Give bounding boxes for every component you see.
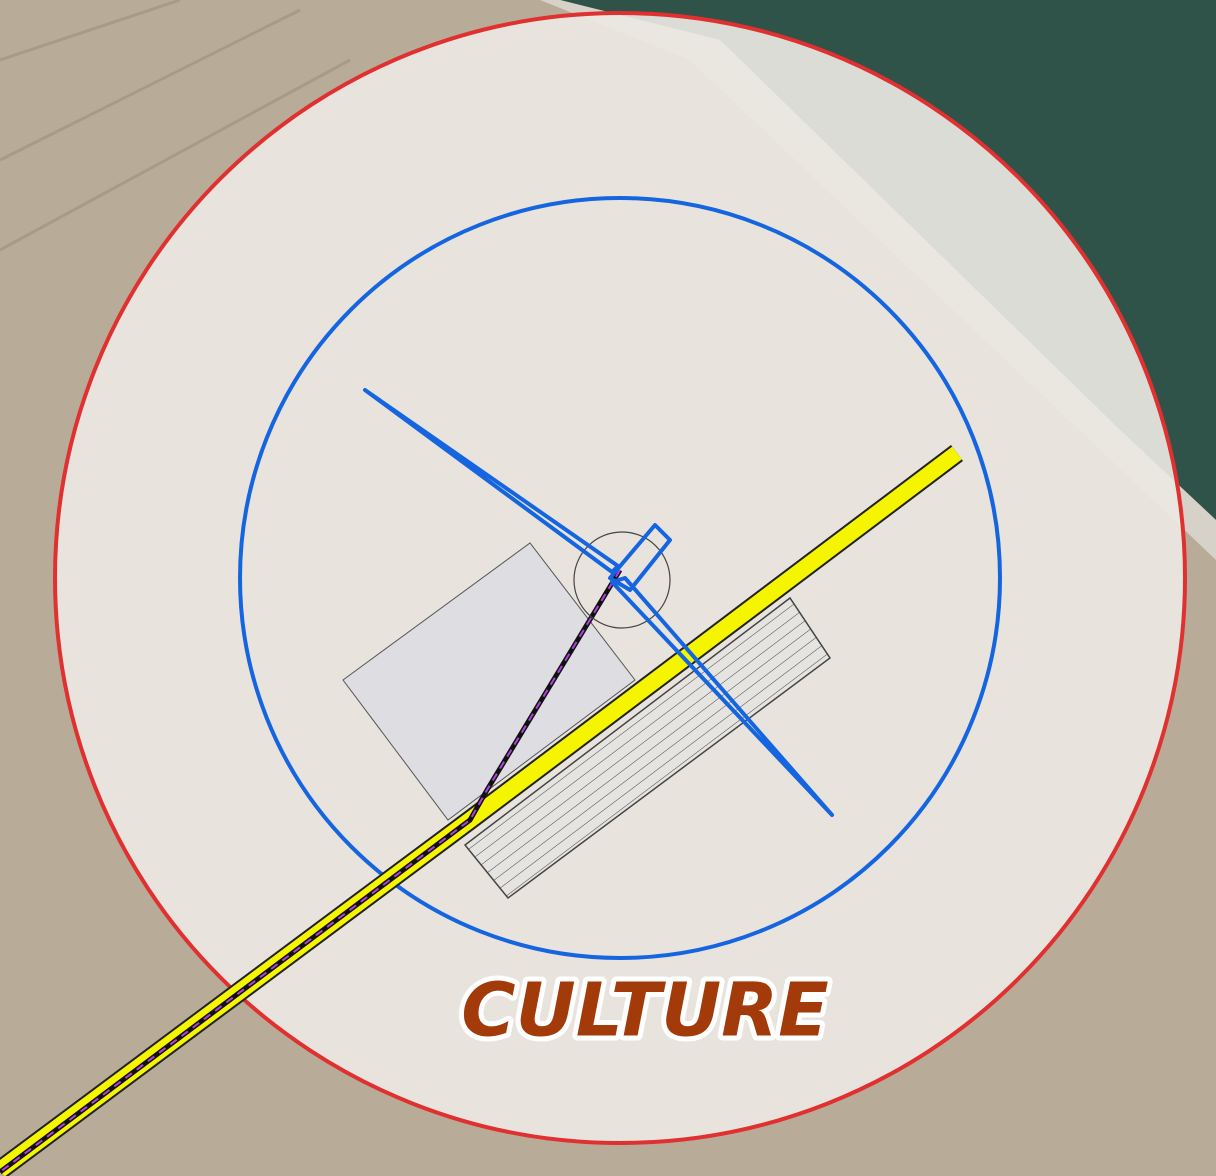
map: CULTURE (0, 0, 1216, 1176)
page: CULTURE (() => { const data = JSON.parse… (0, 0, 1216, 1176)
area-label: CULTURE (461, 968, 828, 1054)
